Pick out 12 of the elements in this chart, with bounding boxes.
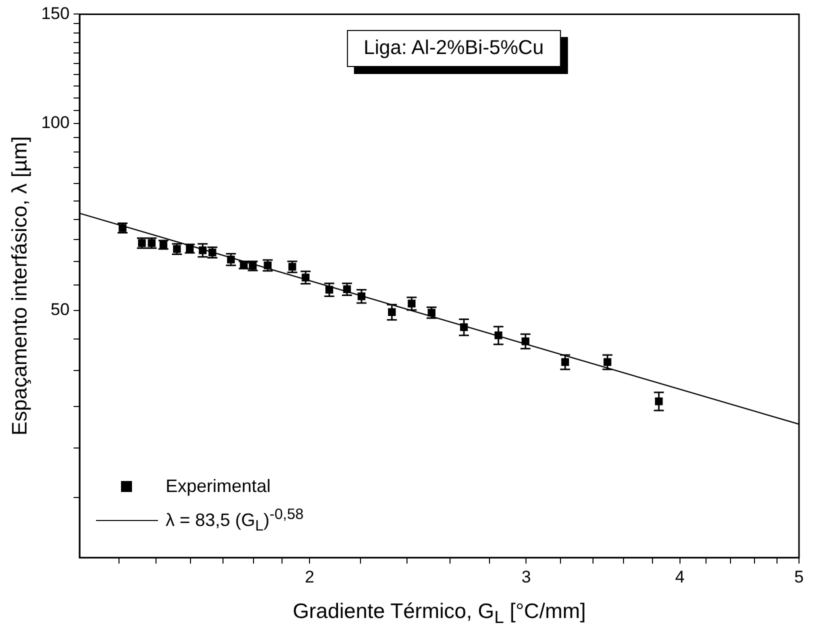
x-axis-title: Gradiente Térmico, G$_{L}$ [°C/mm] [292,600,586,628]
x-tick-label: 3 [521,567,531,586]
legend-label: Experimental [166,476,271,498]
y-tick-label: 50 [50,300,70,320]
x-tick-label: 5 [794,567,804,586]
y-axis-title: Espaçamento interfásico, λ [µm] [8,136,32,436]
x-tick-label: 4 [675,567,685,586]
legend-label: λ = 83,5 (G$_{L}$)$^{-0,58}$ [166,506,304,535]
annotation: Liga: Al-2%Bi-5%Cu [346,30,561,68]
x-tick-label: 2 [304,567,314,586]
y-tick-label: 100 [41,113,70,132]
y-tick-label: 150 [41,4,70,23]
